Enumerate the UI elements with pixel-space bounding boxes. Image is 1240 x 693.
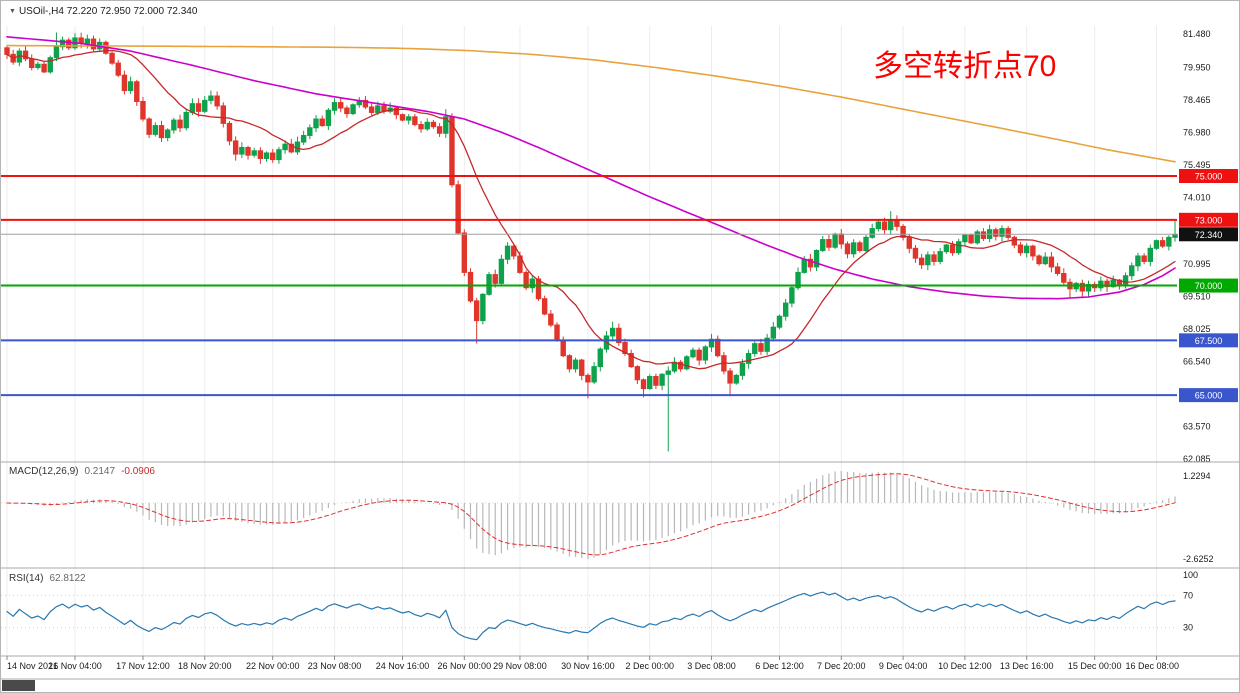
macd-signal-line [6,473,1176,556]
macd-label: MACD(12,26,9) 0.2147 -0.0906 [9,466,155,477]
rsi-label: RSI(14) 62.8122 [9,573,86,584]
svg-text:62.085: 62.085 [1183,454,1211,464]
svg-text:24 Nov 16:00: 24 Nov 16:00 [376,661,430,671]
svg-text:14 Nov 2021: 14 Nov 2021 [7,661,58,671]
svg-text:63.570: 63.570 [1183,421,1211,431]
panel-separators [1,461,1239,680]
svg-text:6 Dec 12:00: 6 Dec 12:00 [755,661,804,671]
svg-text:30: 30 [1183,623,1193,633]
rsi-value: 62.8122 [49,573,86,584]
svg-text:70: 70 [1183,590,1193,600]
svg-text:2 Dec 00:00: 2 Dec 00:00 [625,661,674,671]
svg-text:66.540: 66.540 [1183,356,1211,366]
svg-text:76.980: 76.980 [1183,128,1211,138]
svg-text:30 Nov 16:00: 30 Nov 16:00 [561,661,615,671]
ma-fast-line [6,49,1176,370]
svg-text:10 Dec 12:00: 10 Dec 12:00 [938,661,992,671]
annotation-text: 多空转折点70 [873,50,1057,83]
svg-text:29 Nov 08:00: 29 Nov 08:00 [493,661,547,671]
svg-text:22 Nov 00:00: 22 Nov 00:00 [246,661,300,671]
svg-text:75.000: 75.000 [1195,171,1223,181]
svg-text:72.340: 72.340 [1195,230,1223,240]
svg-text:70.995: 70.995 [1183,259,1211,269]
price-axis-labels: 81.480 79.950 78.465 76.980 75.495 74.010 70.9… [1183,29,1211,464]
svg-text:67.500: 67.500 [1195,336,1223,346]
svg-text:15 Dec 00:00: 15 Dec 00:00 [1068,661,1122,671]
macd-value-signal: -0.0906 [121,466,155,477]
ma-mid-line [6,36,1176,300]
svg-text:13 Dec 16:00: 13 Dec 16:00 [1000,661,1054,671]
macd-panel [1,471,1177,559]
svg-text:75.495: 75.495 [1183,160,1211,170]
svg-text:68.025: 68.025 [1183,324,1211,334]
svg-text:78.465: 78.465 [1183,95,1211,105]
svg-text:16 Dec 08:00: 16 Dec 08:00 [1125,661,1179,671]
svg-text:65.000: 65.000 [1195,391,1223,401]
price-badges: 75.000 73.000 70.000 67.500 65.000 72.340 [1179,168,1238,403]
svg-text:23 Nov 08:00: 23 Nov 08:00 [308,661,362,671]
svg-text:-2.6252: -2.6252 [1183,554,1214,564]
macd-axis-labels: 1.2294 -2.6252 [1183,471,1214,564]
chart-title: ▼ USOil-,H4 72.220 72.950 72.000 72.340 [9,6,197,17]
svg-text:17 Nov 12:00: 17 Nov 12:00 [116,661,170,671]
rsi-axis-labels: 100 70 30 [1183,570,1198,633]
svg-text:16 Nov 04:00: 16 Nov 04:00 [48,661,102,671]
svg-text:1.2294: 1.2294 [1183,471,1211,481]
ma-slow-line [6,44,1176,163]
svg-text:3 Dec 08:00: 3 Dec 08:00 [687,661,736,671]
scrollbar-thumb[interactable] [2,680,35,691]
svg-text:73.000: 73.000 [1195,215,1223,225]
svg-text:7 Dec 20:00: 7 Dec 20:00 [817,661,866,671]
horizontal-lines [1,174,1177,397]
symbol-marker-icon: ▼ [9,8,16,15]
svg-text:81.480: 81.480 [1183,29,1211,39]
rsi-line [6,591,1176,641]
svg-text:74.010: 74.010 [1183,193,1211,203]
svg-text:18 Nov 20:00: 18 Nov 20:00 [178,661,232,671]
svg-text:69.510: 69.510 [1183,291,1211,301]
svg-text:9 Dec 04:00: 9 Dec 04:00 [879,661,928,671]
svg-text:70.000: 70.000 [1195,281,1223,291]
macd-value-main: 0.2147 [84,466,116,477]
macd-name: MACD(12,26,9) [9,466,79,477]
svg-text:100: 100 [1183,570,1198,580]
rsi-panel [1,594,1177,629]
chart-title-text: USOil-,H4 72.220 72.950 72.000 72.340 [18,6,198,17]
svg-text:26 Nov 00:00: 26 Nov 00:00 [438,661,492,671]
rsi-name: RSI(14) [9,573,44,584]
svg-text:79.950: 79.950 [1183,63,1211,73]
